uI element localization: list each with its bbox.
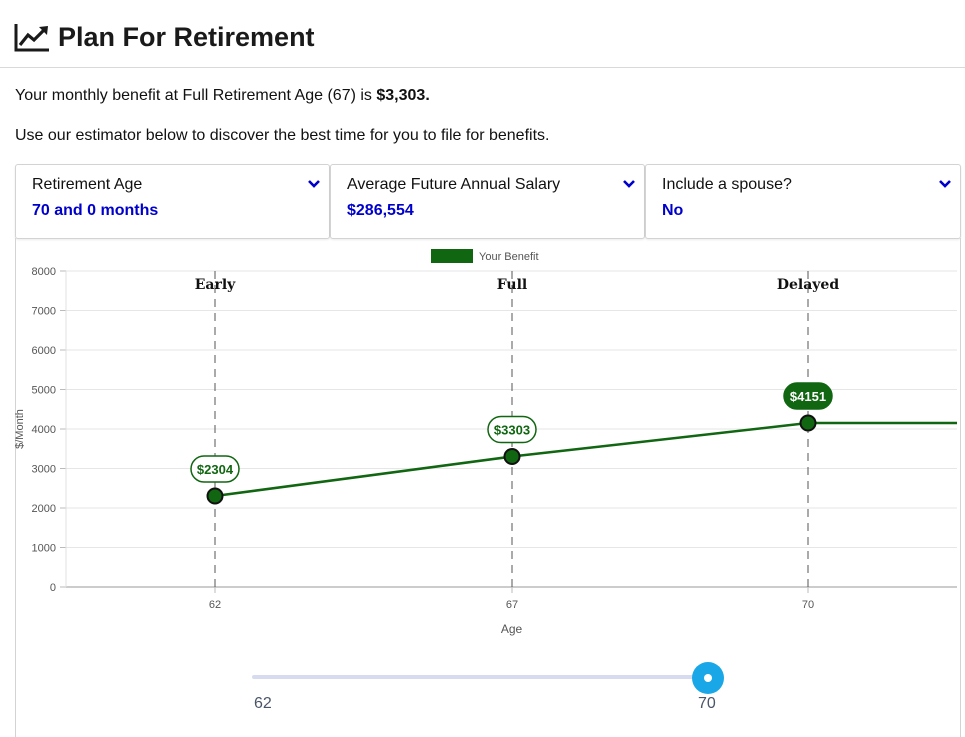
y-tick-label: 0 [50,582,56,594]
trending-up-icon [14,24,49,52]
salary-value: $286,554 [347,202,414,219]
salary-dropdown[interactable]: Average Future Annual Salary $286,554 [330,164,645,239]
benefit-prefix: Your monthly benefit at Full Retirement … [15,87,377,104]
data-label-bubble [190,455,240,483]
page-title: Plan For Retirement [58,22,315,52]
spouse-dropdown[interactable]: Include a spouse? No [645,164,961,239]
y-tick-label: 4000 [32,424,56,436]
legend-swatch [431,249,473,263]
data-point [799,414,817,432]
slider-min-label: 62 [254,695,272,712]
retirement-age-label: Retirement Age [32,176,143,193]
y-tick-label: 2000 [32,503,56,515]
y-tick-label: 1000 [32,543,56,555]
retirement-age-slider[interactable]: 62 70 [252,662,724,714]
series-line [214,421,957,498]
data-label: $3303 [494,423,530,438]
data-point [206,487,224,505]
page-header: Plan For Retirement [0,0,965,68]
spouse-label: Include a spouse? [662,176,792,193]
y-tick-label: 3000 [32,464,56,476]
x-tick-label: 62 [209,599,221,611]
data-label-bubble [487,415,537,444]
marker-label-full: Full [497,277,528,293]
y-tick-label: 7000 [32,306,56,318]
y-tick-label: 5000 [32,385,56,397]
spouse-value: No [662,202,684,219]
data-point [503,448,521,466]
benefit-summary: Your monthly benefit at Full Retirement … [15,86,430,106]
benefit-amount: $3,303. [376,87,430,104]
x-tick-label: 70 [802,599,814,611]
retirement-age-value: 70 and 0 months [32,202,159,219]
salary-label: Average Future Annual Salary [347,176,561,193]
estimator-text: Use our estimator below to discover the … [15,127,550,144]
data-label-bubble [783,382,833,410]
benefit-chart-container [15,238,961,737]
chevron-down-icon [939,180,951,188]
slider-max-label: 70 [698,695,716,712]
y-tick-label: 8000 [32,266,56,278]
x-tick-label: 67 [506,599,518,611]
y-axis-label: $/Month [14,409,26,449]
marker-label-delayed: Delayed [777,277,839,293]
chevron-down-icon [308,180,320,188]
slider-thumb[interactable] [692,662,724,694]
data-label: $4151 [790,389,826,404]
data-label: $2304 [197,462,234,477]
x-axis-label: Age [501,622,523,636]
y-tick-label: 6000 [32,345,56,357]
slider-track[interactable] [252,675,708,679]
marker-label-early: Early [195,277,236,293]
legend-label: Your Benefit [479,251,539,263]
chevron-down-icon [623,180,635,188]
retirement-age-dropdown[interactable]: Retirement Age 70 and 0 months [15,164,330,239]
